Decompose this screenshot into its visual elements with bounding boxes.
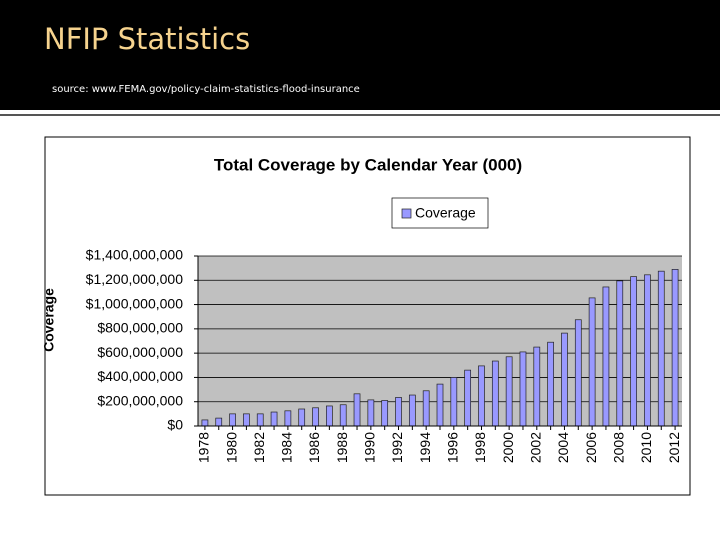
y-tick-label: $400,000,000	[97, 368, 183, 384]
bar	[505, 356, 513, 427]
x-tick-label: 1982	[251, 432, 267, 463]
bar	[671, 269, 679, 427]
x-tick-label: 2004	[555, 432, 571, 463]
bar	[339, 404, 347, 427]
y-tick-label: $1,000,000,000	[86, 295, 184, 311]
bar	[657, 270, 665, 427]
y-tick-label: $600,000,000	[97, 344, 183, 360]
x-tick-label: 1984	[279, 432, 295, 463]
bar	[270, 411, 278, 427]
bar	[630, 276, 637, 427]
bar	[588, 297, 596, 427]
x-tick-label: 1994	[417, 432, 433, 463]
bar	[519, 351, 527, 427]
x-tick-label: 2010	[638, 432, 654, 463]
bar	[422, 390, 430, 427]
bar	[256, 413, 264, 427]
bar	[491, 360, 499, 427]
bar	[408, 394, 416, 427]
header-rule	[0, 114, 720, 116]
x-tick-label: 2008	[610, 432, 626, 463]
bar	[395, 397, 402, 427]
bar	[229, 413, 236, 427]
y-tick-label: $200,000,000	[97, 392, 183, 408]
bar	[353, 393, 361, 427]
y-tick-label: $800,000,000	[97, 320, 183, 336]
bar	[616, 280, 624, 427]
bar	[215, 417, 223, 427]
legend-box	[391, 197, 489, 229]
bar	[312, 407, 319, 427]
bar	[243, 413, 250, 427]
slide-source: source: www.FEMA.gov/policy-claim-statis…	[52, 84, 360, 95]
y-tick-label: $1,200,000,000	[86, 271, 184, 287]
bar	[326, 405, 333, 427]
slide-title: NFIP Statistics	[44, 22, 251, 56]
x-tick-label: 2006	[583, 432, 599, 463]
bar	[561, 332, 568, 427]
bar	[450, 377, 458, 427]
bar	[298, 408, 306, 427]
bar	[533, 346, 541, 427]
x-tick-label: 1978	[196, 432, 212, 463]
x-tick-label: 1988	[334, 432, 350, 463]
x-tick-label: 1990	[362, 432, 378, 463]
y-axis-label: Coverage	[41, 288, 57, 352]
y-tick-label: $0	[167, 417, 183, 433]
bar	[547, 341, 554, 427]
bar	[478, 365, 485, 427]
x-tick-label: 2000	[500, 432, 516, 463]
y-tick-label: $1,400,000,000	[86, 247, 184, 263]
bar	[367, 399, 375, 427]
bar	[436, 383, 444, 427]
chart-title: Total Coverage by Calendar Year (000)	[214, 155, 522, 174]
bar	[464, 369, 472, 427]
x-tick-label: 2012	[666, 432, 682, 463]
bar	[644, 274, 651, 427]
bar	[381, 400, 389, 427]
legend-label: Coverage	[415, 205, 476, 221]
x-tick-label: 1992	[389, 432, 405, 463]
bar	[602, 286, 610, 427]
bar	[201, 419, 209, 427]
x-tick-label: 2002	[528, 432, 544, 463]
x-tick-label: 1986	[306, 432, 322, 463]
x-tick-label: 1980	[223, 432, 239, 463]
header-band	[0, 0, 720, 110]
bar	[284, 410, 292, 427]
legend-swatch	[401, 208, 412, 219]
bar	[574, 319, 582, 427]
x-tick-label: 1998	[472, 432, 488, 463]
x-tick-label: 1996	[445, 432, 461, 463]
